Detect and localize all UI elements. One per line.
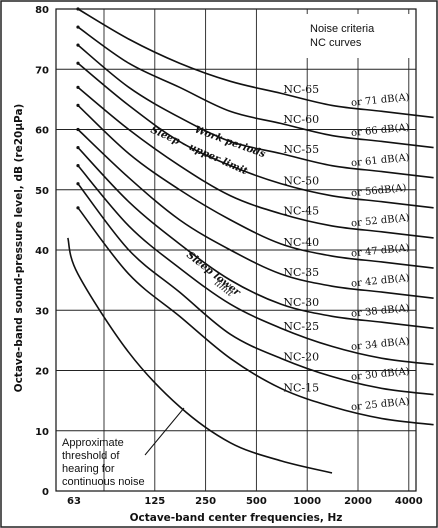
threshold-label-line-1: Approximate — [62, 437, 124, 449]
nc-curve-nc-60 — [77, 26, 434, 149]
legend-bg — [296, 14, 410, 58]
y-tick-label: 80 — [35, 5, 49, 16]
y-tick-label: 20 — [35, 367, 49, 378]
nc-label: NC-25 — [283, 320, 319, 333]
threshold-label-line-2: threshold of — [62, 450, 120, 462]
y-tick-label: 70 — [35, 65, 49, 76]
x-tick-label: 125 — [144, 496, 165, 507]
legend-line-1: Noise criteria — [310, 23, 375, 35]
y-tick-label: 40 — [35, 246, 49, 257]
nc-curve-nc-65 — [77, 8, 434, 119]
nc-label: NC-15 — [283, 382, 319, 395]
threshold-leader-line — [144, 407, 185, 456]
y-axis-title: Octave-band sound-pressure level, dB (re… — [13, 104, 25, 393]
y-tick-label: 60 — [35, 126, 49, 137]
legend-line-2: NC curves — [310, 37, 362, 49]
nc-label: NC-30 — [283, 296, 319, 309]
threshold-label-line-3: hearing for — [62, 463, 115, 475]
nc-curve-nc-50 — [77, 62, 434, 209]
labels-layer: NC-65 or 71 dB(A) NC-60 or 66 dB(A) NC-55 or … — [283, 83, 410, 414]
nc-curve-nc-45 — [77, 86, 434, 239]
nc-label: NC-40 — [283, 236, 319, 249]
dba-label: or 61 dB(A) — [351, 152, 411, 169]
nc-label: NC-60 — [283, 113, 319, 126]
threshold-annotation: Approximate threshold of hearing for con… — [62, 407, 185, 488]
nc-curve-nc-40 — [77, 104, 434, 269]
curve-start-marker — [76, 206, 80, 210]
x-tick-label: 63 — [67, 496, 81, 507]
nc-curve-nc-20 — [77, 183, 434, 396]
dba-label: or 34 dB(A) — [351, 336, 411, 353]
curve-start-marker — [76, 43, 80, 47]
curve-start-marker — [76, 103, 80, 107]
y-tick-label: 10 — [35, 427, 49, 438]
x-tick-label: 2000 — [344, 496, 372, 507]
nc-label: NC-35 — [283, 266, 319, 279]
curve-start-marker — [76, 127, 80, 132]
x-tick-label: 250 — [195, 496, 216, 507]
dba-label: or 52 dB(A) — [351, 212, 411, 229]
curve-start-marker — [76, 182, 80, 186]
x-tick-label: 1000 — [293, 496, 321, 507]
curve-start-marker — [76, 7, 80, 11]
curve-start-marker — [76, 85, 80, 89]
curves-layer — [67, 7, 434, 474]
grid-layer — [55, 8, 417, 492]
y-tick-label: 30 — [35, 306, 49, 317]
y-tick-label: 0 — [42, 487, 49, 498]
nc-curve-nc-15 — [77, 207, 434, 426]
curve-start-marker — [76, 145, 80, 150]
nc-label: NC-50 — [283, 174, 319, 187]
dba-label: or 42 dB(A) — [351, 273, 411, 290]
nc-label: NC-55 — [283, 143, 319, 156]
nc-curve-nc-30 — [77, 147, 434, 330]
curve-start-marker — [76, 164, 80, 168]
curve-start-marker — [76, 61, 80, 65]
ticks-layer: 0 10 20 30 40 50 60 70 80 63 125 250 500 1000 2000 4000… — [35, 5, 423, 507]
threshold-label-line-4: continuous noise — [62, 476, 145, 488]
x-tick-label: 4000 — [395, 496, 423, 507]
nc-curve-nc-35 — [77, 128, 434, 299]
threshold-curve — [67, 237, 333, 474]
dba-label: or 47 dB(A) — [351, 243, 411, 260]
dba-label: or 38 dB(A) — [351, 303, 411, 320]
dba-label: or 71 dB(A) — [351, 92, 411, 109]
nc-label: NC-20 — [283, 350, 319, 363]
curve-start-marker — [76, 25, 80, 29]
nc-label: NC-45 — [283, 204, 319, 217]
y-tick-label: 50 — [35, 186, 49, 197]
dba-label: or 30 dB(A) — [351, 366, 411, 383]
x-tick-label: 500 — [246, 496, 267, 507]
dba-label: or 56dB(A) — [351, 183, 407, 200]
nc-label: NC-65 — [283, 83, 319, 96]
legend-box: Noise criteria NC curves — [296, 14, 410, 58]
dba-label: or 66 dB(A) — [351, 122, 411, 139]
x-axis-title: Octave-band center frequencies, Hz — [130, 512, 343, 524]
nc-curve-nc-25 — [77, 165, 434, 366]
nc-curve-nc-55 — [77, 44, 434, 179]
dba-label: or 25 dB(A) — [351, 396, 411, 413]
